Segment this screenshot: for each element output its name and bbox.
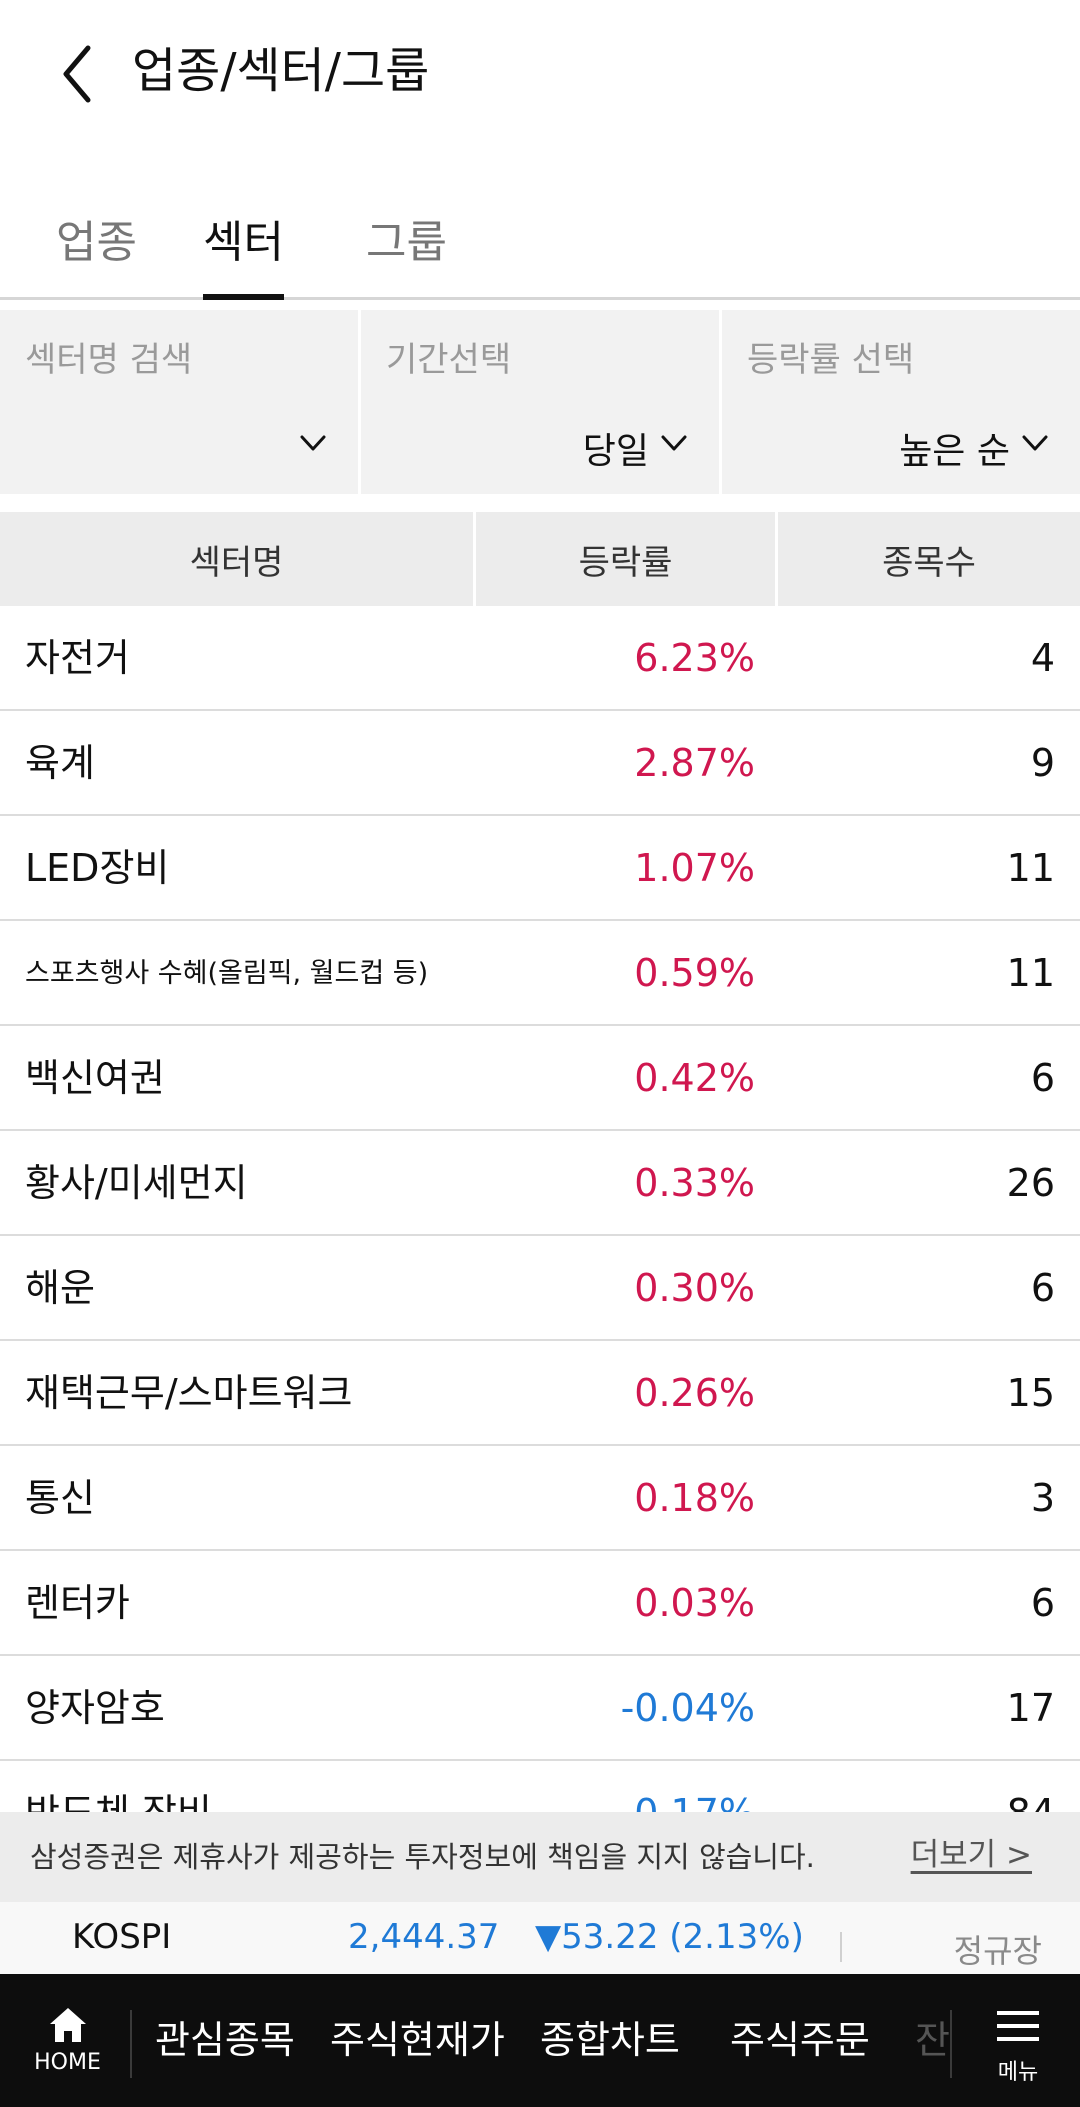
- table-row[interactable]: 황사/미세먼지 0.33% 26: [0, 1131, 1080, 1236]
- rate-sort-value: 높은 순: [899, 431, 1010, 472]
- table-row[interactable]: 자전거 6.23% 4: [0, 606, 1080, 711]
- filter-bar: 섹터명 검색 기간선택 당일 등락률 선택 높은 순: [0, 310, 1080, 494]
- tab-industry[interactable]: 업종: [56, 217, 137, 268]
- nav-stock-price[interactable]: 주식현재가: [330, 2018, 505, 2062]
- sector-name: 자전거: [25, 636, 130, 680]
- hamburger-icon: [997, 2011, 1039, 2041]
- ticker-index-value: 2,444.37: [348, 1917, 500, 1957]
- table-row[interactable]: 양자암호 -0.04% 17: [0, 1656, 1080, 1761]
- sector-stock-count: 4: [1030, 636, 1055, 680]
- bottom-navigation: HOME 관심종목 주식현재가 종합차트 주식주문 잔 메뉴: [0, 1974, 1080, 2107]
- sector-rate: 0.03%: [634, 1581, 755, 1625]
- sector-name: 재택근무/스마트워크: [25, 1371, 353, 1415]
- ticker-index-change: ▼53.22 (2.13%): [535, 1917, 804, 1957]
- sector-list[interactable]: 자전거 6.23% 4 육계 2.87% 9 LED장비 1.07% 11 스포츠행사 수혜(올림…: [0, 606, 1080, 1816]
- nav-divider: [950, 2010, 952, 2078]
- sector-rate: 0.30%: [634, 1266, 755, 1310]
- market-status: 정규장: [953, 1932, 1042, 1970]
- tab-group[interactable]: 그룹: [366, 217, 447, 268]
- sector-rate: -0.04%: [620, 1686, 755, 1730]
- tab-sector[interactable]: 섹터: [203, 200, 284, 300]
- menu-button[interactable]: 메뉴: [982, 2008, 1052, 2098]
- sector-rate: 0.33%: [634, 1161, 755, 1205]
- more-link[interactable]: 더보기 >: [910, 1837, 1032, 1873]
- sector-stock-count: 6: [1030, 1056, 1055, 1100]
- period-label: 기간선택: [386, 340, 512, 380]
- sector-search-filter[interactable]: 섹터명 검색: [0, 310, 358, 494]
- table-row[interactable]: 육계 2.87% 9: [0, 711, 1080, 816]
- nav-watchlist[interactable]: 관심종목: [155, 2018, 295, 2062]
- sector-stock-count: 6: [1030, 1266, 1055, 1310]
- header: 업종/섹터/그룹: [0, 0, 1080, 150]
- home-button[interactable]: HOME: [30, 2006, 105, 2096]
- table-row[interactable]: 스포츠행사 수혜(올림픽, 월드컵 등) 0.59% 11: [0, 921, 1080, 1026]
- period-select[interactable]: 기간선택 당일: [361, 310, 719, 494]
- sector-name: 양자암호: [25, 1686, 165, 1730]
- sector-name: 통신: [25, 1476, 95, 1520]
- sector-rate: 0.42%: [634, 1056, 755, 1100]
- sector-name: 황사/미세먼지: [25, 1161, 248, 1205]
- ticker-index-name: KOSPI: [72, 1917, 172, 1957]
- sector-rate: 2.87%: [634, 741, 755, 785]
- sector-stock-count: 11: [1006, 951, 1055, 995]
- nav-divider: [130, 2010, 132, 2078]
- sector-stock-count: 84: [1006, 1791, 1055, 1816]
- sector-name: 해운: [25, 1266, 95, 1310]
- sector-rate: -0.17%: [620, 1791, 755, 1816]
- sector-stock-count: 11: [1006, 846, 1055, 890]
- table-row[interactable]: LED장비 1.07% 11: [0, 816, 1080, 921]
- home-label: HOME: [34, 2050, 101, 2075]
- page-title: 업종/섹터/그룹: [132, 43, 430, 99]
- index-ticker[interactable]: KOSPI 2,444.37 ▼53.22 (2.13%) 정규장: [0, 1902, 1080, 1974]
- sector-stock-count: 26: [1006, 1161, 1055, 1205]
- sector-stock-count: 9: [1030, 741, 1055, 785]
- rate-sort-select[interactable]: 등락률 선택 높은 순: [722, 310, 1080, 494]
- nav-overflow-item[interactable]: 잔: [915, 2018, 950, 2062]
- chevron-down-icon: [1022, 435, 1048, 451]
- sector-name: 육계: [25, 741, 95, 785]
- ticker-divider: [840, 1932, 842, 1962]
- table-row[interactable]: 통신 0.18% 3: [0, 1446, 1080, 1551]
- menu-label: 메뉴: [997, 2060, 1039, 2085]
- table-row[interactable]: 렌터카 0.03% 6: [0, 1551, 1080, 1656]
- sector-rate: 0.18%: [634, 1476, 755, 1520]
- sector-rate: 0.26%: [634, 1371, 755, 1415]
- table-row[interactable]: 해운 0.30% 6: [0, 1236, 1080, 1341]
- back-button[interactable]: [58, 36, 118, 111]
- sector-stock-count: 15: [1006, 1371, 1055, 1415]
- column-header-sector-name: 섹터명: [0, 512, 476, 606]
- column-header-rate: 등락률: [476, 512, 778, 606]
- chevron-down-icon: [661, 435, 687, 451]
- sector-rate: 6.23%: [634, 636, 755, 680]
- table-row[interactable]: 백신여권 0.42% 6: [0, 1026, 1080, 1131]
- home-icon: [50, 2008, 86, 2042]
- nav-order[interactable]: 주식주문: [730, 2018, 870, 2062]
- table-header: 섹터명 등락률 종목수: [0, 512, 1080, 606]
- sector-search-label: 섹터명 검색: [25, 340, 193, 380]
- column-header-count: 종목수: [882, 542, 976, 583]
- tab-bar: 업종 섹터 그룹: [0, 190, 1080, 300]
- sector-name: LED장비: [25, 846, 170, 890]
- sector-stock-count: 6: [1030, 1581, 1055, 1625]
- chevron-down-icon: [300, 435, 326, 451]
- rate-sort-label: 등락률 선택: [747, 340, 915, 380]
- sector-name: 렌터카: [25, 1581, 130, 1625]
- chevron-left-icon: [63, 45, 91, 102]
- sector-stock-count: 3: [1030, 1476, 1055, 1520]
- sector-name: 백신여권: [25, 1056, 165, 1100]
- period-value: 당일: [582, 431, 649, 472]
- table-row[interactable]: 반도체 장비 -0.17% 84: [0, 1761, 1080, 1816]
- disclaimer-bar: 삼성증권은 제휴사가 제공하는 투자정보에 책임을 지지 않습니다. 더보기 >: [0, 1812, 1080, 1902]
- sector-stock-count: 17: [1006, 1686, 1055, 1730]
- sector-rate: 1.07%: [634, 846, 755, 890]
- disclaimer-text: 삼성증권은 제휴사가 제공하는 투자정보에 책임을 지지 않습니다.: [30, 1840, 815, 1874]
- sector-name: 스포츠행사 수혜(올림픽, 월드컵 등): [25, 958, 429, 989]
- sector-name: 반도체 장비: [25, 1791, 212, 1816]
- nav-chart[interactable]: 종합차트: [540, 2018, 680, 2062]
- sector-rate: 0.59%: [634, 951, 755, 995]
- table-row[interactable]: 재택근무/스마트워크 0.26% 15: [0, 1341, 1080, 1446]
